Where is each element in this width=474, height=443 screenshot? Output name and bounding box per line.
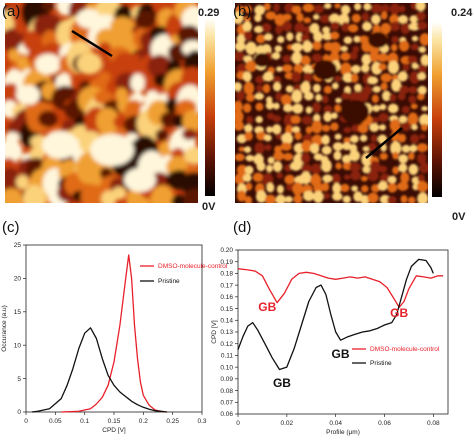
x-tick-label: 0.3 bbox=[197, 418, 206, 425]
y-tick-label: 0.13 bbox=[220, 329, 233, 336]
y-tick-label: 0.15 bbox=[220, 306, 233, 313]
x-tick-label: 0.04 bbox=[329, 420, 342, 427]
scale-min-a: 0V bbox=[202, 201, 216, 213]
y-tick-label: 0.18 bbox=[220, 271, 233, 278]
y-axis-title: CPD [V] bbox=[211, 320, 218, 344]
x-tick-label: 0.08 bbox=[427, 420, 440, 427]
y-tick-label: 15 bbox=[14, 309, 22, 316]
scale-max-b: 0.24 bbox=[451, 7, 473, 19]
scale-min-b: 0V bbox=[452, 211, 466, 223]
x-tick-label: 0.25 bbox=[166, 418, 179, 425]
color-scale-a: 0.29 0V bbox=[198, 7, 219, 213]
profile-line-a bbox=[71, 29, 113, 58]
y-tick-label: 0.11 bbox=[221, 353, 234, 360]
y-tick-label: 0.10 bbox=[220, 364, 233, 371]
y-axis-title: Occurance (a.u) bbox=[1, 305, 8, 352]
x-tick-label: 0.02 bbox=[281, 420, 294, 427]
y-tick-label: 0.09 bbox=[220, 376, 233, 383]
x-tick-label: 0.15 bbox=[108, 418, 121, 425]
x-tick-label: 0 bbox=[236, 420, 240, 427]
y-tick-label: 0.20 bbox=[220, 247, 233, 254]
x-tick-label: 0.05 bbox=[49, 418, 62, 425]
afm-image-b bbox=[235, 3, 428, 203]
series-line-dmso bbox=[237, 268, 444, 309]
x-axis-title: CPD [V] bbox=[102, 427, 126, 434]
scale-max-a: 0.29 bbox=[198, 7, 219, 19]
afm-image-a bbox=[5, 3, 198, 203]
y-tick-label: 20 bbox=[14, 276, 22, 283]
plot-frame bbox=[237, 249, 449, 415]
legend-label: Pristine bbox=[370, 360, 392, 367]
legend-label: Pristine bbox=[158, 278, 180, 285]
y-tick-label: 25 bbox=[14, 242, 22, 249]
cpd-profile-chart: 0 0.02 0.04 0.06 0.08 0.06 0.07 0.08 0.09 0.10 0.1… bbox=[211, 247, 449, 436]
y-tick-label: 0.12 bbox=[220, 341, 233, 348]
legend-label: DMSO-molecule-control bbox=[158, 263, 228, 270]
series-line-pristine bbox=[31, 327, 167, 413]
cpd-histogram-chart: 0 0.05 0.1 0.15 0.2 0.25 0.3 0 5 10 15 20 25 CPD [V] O… bbox=[1, 242, 228, 434]
color-scale-b: 0.24 0V bbox=[432, 7, 473, 223]
gb-annotation: GB bbox=[390, 306, 408, 320]
panel-label-d: (d) bbox=[233, 219, 251, 236]
y-tick-label: 10 bbox=[14, 342, 22, 349]
panel-label-a: (a) bbox=[2, 3, 20, 20]
profile-line-b bbox=[365, 127, 403, 159]
x-tick-label: 0.1 bbox=[80, 418, 89, 425]
y-tick-label: 0.14 bbox=[220, 317, 233, 324]
series-line-dmso bbox=[61, 254, 167, 413]
x-axis-title: Profile (μm) bbox=[326, 429, 360, 436]
gb-annotation: GB bbox=[332, 347, 350, 361]
y-tick-label: 0.16 bbox=[220, 294, 233, 301]
x-tick-label: 0.06 bbox=[378, 420, 391, 427]
panel-label-b: (b) bbox=[233, 3, 251, 20]
x-tick-label: 0 bbox=[24, 418, 28, 425]
y-tick-label: 0.19 bbox=[220, 259, 233, 266]
y-tick-label: 0.07 bbox=[220, 399, 233, 406]
gb-annotation: GB bbox=[273, 376, 291, 390]
y-tick-label: 0.08 bbox=[220, 388, 233, 395]
series-line-pristine bbox=[237, 258, 434, 371]
x-tick-label: 0.2 bbox=[139, 418, 148, 425]
gb-annotation: GB bbox=[258, 300, 276, 314]
y-tick-label: 5 bbox=[17, 376, 21, 383]
y-tick-label: 0.17 bbox=[220, 282, 233, 289]
panel-label-c: (c) bbox=[2, 219, 20, 236]
y-tick-label: 0 bbox=[17, 409, 21, 416]
legend-label: DMSO-molecule-control bbox=[370, 346, 440, 353]
y-tick-label: 0.06 bbox=[220, 411, 233, 418]
